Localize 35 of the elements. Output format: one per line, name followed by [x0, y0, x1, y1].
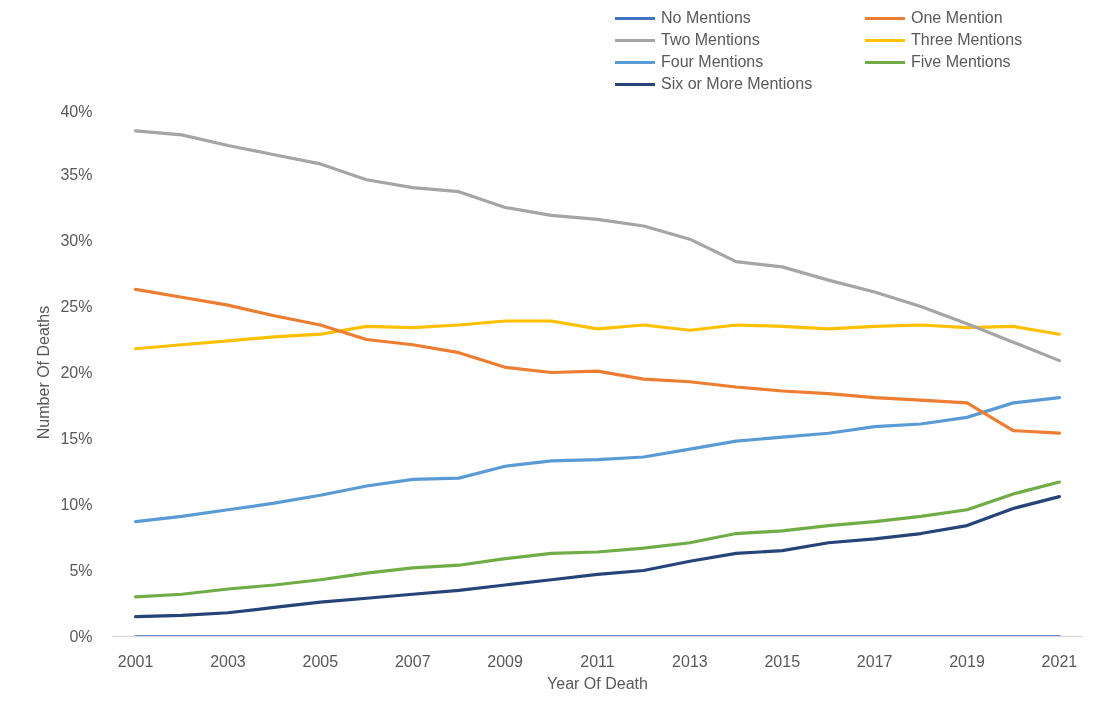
x-tick-label: 2015: [764, 652, 801, 670]
line-series: [134, 319, 1061, 351]
x-tick-label: 2007: [394, 652, 431, 670]
x-tick-label: 2011: [580, 652, 615, 670]
y-tick-label: 30%: [60, 232, 93, 249]
y-tick-label: 35%: [60, 166, 93, 183]
legend-label: Two Mentions: [661, 29, 760, 50]
x-tick-label: 2003: [210, 652, 246, 670]
x-tick-label: 2021: [1041, 652, 1078, 670]
y-tick-label: 15%: [60, 430, 93, 447]
line-series: [134, 129, 1061, 363]
x-tick-label: 2017: [856, 652, 893, 670]
legend-label: Three Mentions: [911, 29, 1023, 50]
legend-label: Six or More Mentions: [661, 73, 813, 94]
y-tick-label: 0%: [69, 628, 93, 645]
y-tick-label: 25%: [60, 298, 93, 315]
legend-label: One Mention: [911, 7, 1003, 28]
y-tick-label: 5%: [69, 562, 93, 579]
x-tick-label: 2005: [302, 652, 339, 670]
line-series: [134, 395, 1061, 524]
x-axis-title: Year Of Death: [547, 674, 648, 692]
x-tick-label: 2009: [487, 652, 524, 670]
x-tick-label: 2019: [949, 652, 985, 670]
y-tick-label: 10%: [60, 496, 93, 513]
x-tick-label: 2001: [117, 652, 154, 670]
x-tick-label: 2013: [672, 652, 708, 670]
line-series: [134, 480, 1061, 599]
line-series: [134, 494, 1061, 619]
legend-label: Five Mentions: [911, 51, 1011, 72]
legend-label: No Mentions: [661, 7, 751, 28]
legend-label: Four Mentions: [661, 51, 764, 72]
y-axis-title: Number Of Deaths: [35, 305, 53, 440]
y-tick-label: 20%: [60, 364, 93, 381]
line-series: [134, 287, 1061, 435]
y-tick-label: 40%: [60, 102, 93, 120]
